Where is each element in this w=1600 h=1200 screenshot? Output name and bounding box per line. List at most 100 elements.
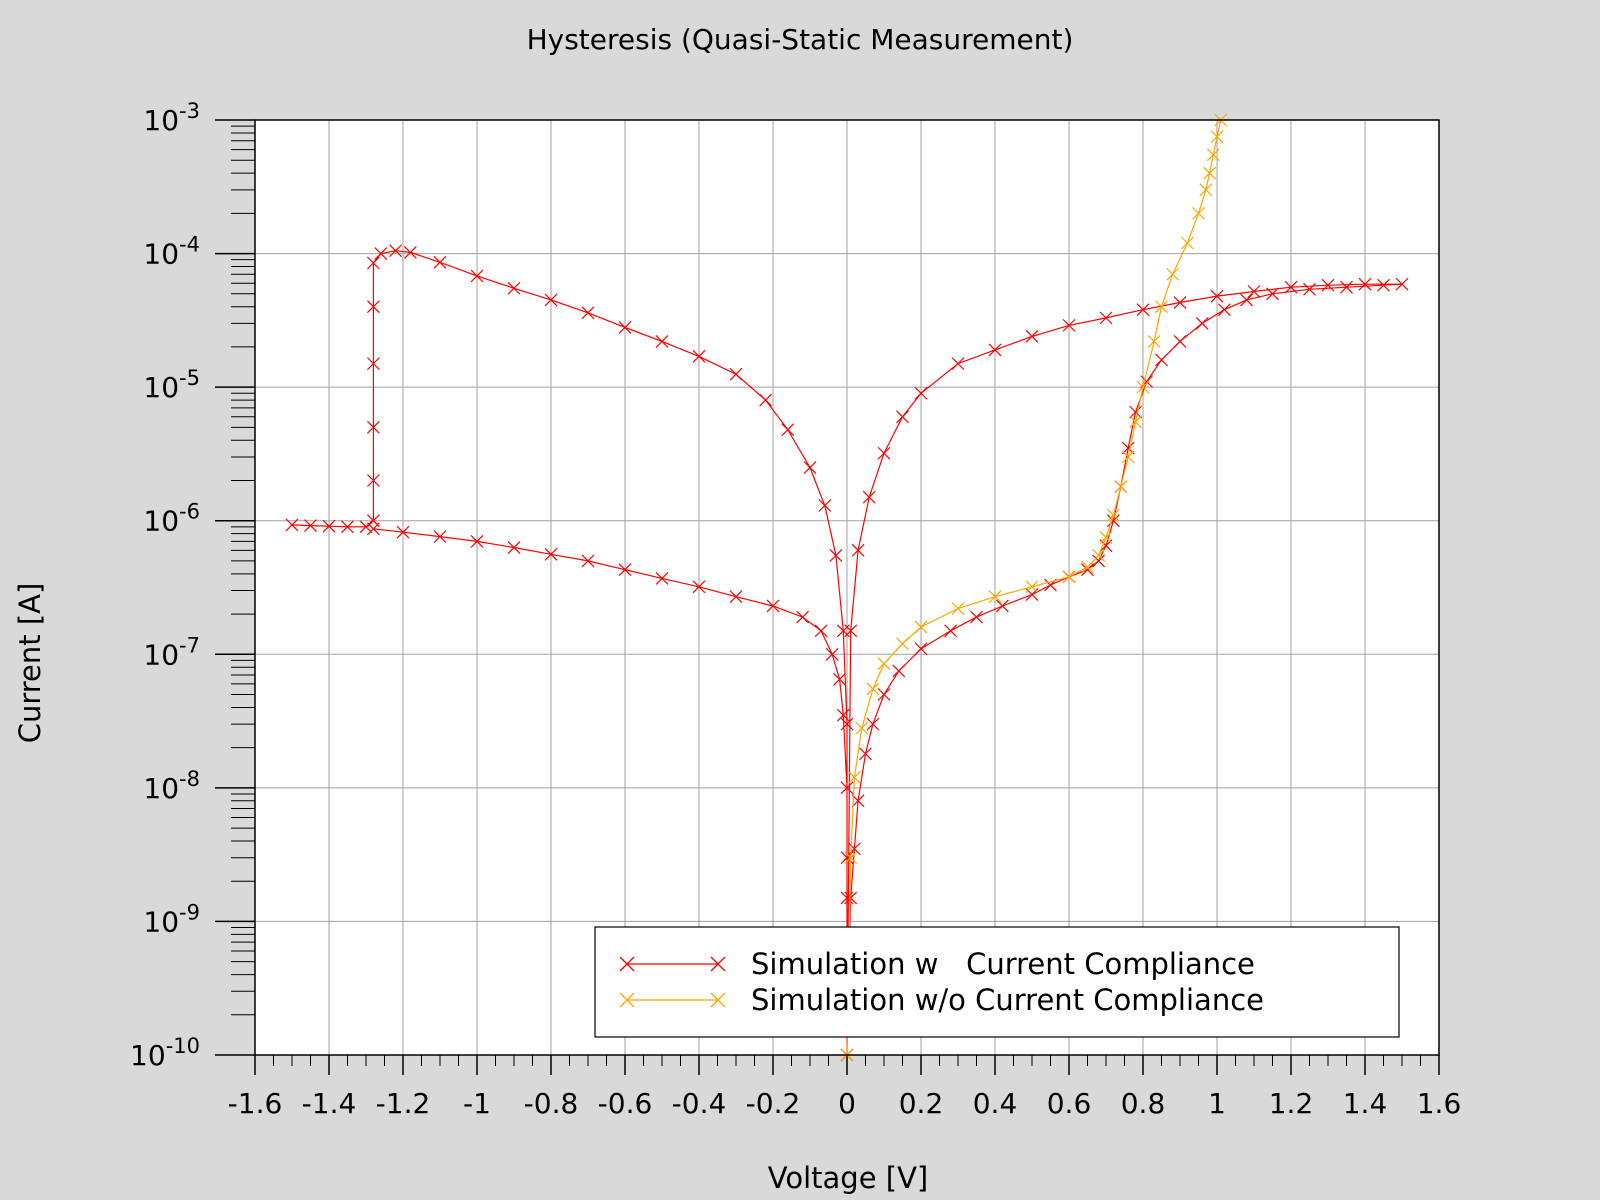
legend-label-series-2: Simulation w/o Current Compliance xyxy=(751,983,1264,1017)
x-tick-label: -1.6 xyxy=(228,1087,283,1120)
data-point-marker xyxy=(1192,206,1205,220)
data-point-marker xyxy=(1203,166,1217,180)
data-point-marker xyxy=(766,599,780,613)
data-point-marker xyxy=(1099,311,1113,325)
data-point-marker xyxy=(995,599,1009,613)
data-point-marker xyxy=(1247,285,1261,298)
data-point-marker xyxy=(877,688,891,701)
y-tick-label: 10-3 xyxy=(143,99,200,137)
y-tick-base: 10 xyxy=(143,371,179,404)
data-point-marker xyxy=(877,657,891,671)
data-point-marker xyxy=(470,534,484,548)
data-point-marker xyxy=(840,717,854,731)
y-tick-base: 10 xyxy=(143,505,179,538)
data-point-marker xyxy=(988,343,1002,357)
x-tick-labels: -1.6 -1.4 -1.2 -1 -0.8 -0.6 -0.4 -0.2 0 0.2 0.4 0.6… xyxy=(228,1087,1462,1120)
x-tick-label: 0.2 xyxy=(899,1087,944,1120)
x-tick-label: -0.4 xyxy=(672,1087,727,1120)
data-point-marker xyxy=(1140,375,1154,389)
series-2 xyxy=(840,113,1228,1062)
x-tick-label: 0.6 xyxy=(1047,1087,1092,1120)
data-point-marker xyxy=(814,624,828,638)
data-point-marker xyxy=(1340,280,1353,294)
data-point-marker xyxy=(944,624,958,638)
data-point-marker xyxy=(433,530,447,544)
data-point-marker xyxy=(1092,554,1106,568)
data-point-marker xyxy=(729,367,743,381)
data-point-marker xyxy=(1266,287,1279,301)
x-tick-label: -1 xyxy=(463,1087,491,1120)
y-tick-labels: 10-310-410-510-610-710-810-910-10 xyxy=(130,99,200,1072)
data-point-marker xyxy=(914,386,928,400)
data-point-marker xyxy=(844,624,858,638)
data-point-marker xyxy=(836,708,850,722)
data-point-marker xyxy=(396,525,410,539)
data-point-marker xyxy=(781,423,795,437)
data-point-marker xyxy=(1121,441,1135,455)
data-point-marker xyxy=(1377,278,1390,292)
minor-ticks xyxy=(215,119,1440,1075)
data-point-marker xyxy=(1114,480,1128,494)
x-tick-label: 1 xyxy=(1208,1087,1226,1120)
data-point-marker xyxy=(366,256,380,270)
y-tick-exponent: -4 xyxy=(179,233,200,257)
data-point-marker xyxy=(914,642,928,656)
data-point-marker xyxy=(1106,508,1120,522)
data-point-marker xyxy=(581,306,595,320)
data-point-marker xyxy=(866,682,880,696)
data-point-marker xyxy=(796,610,810,624)
data-point-marker xyxy=(829,548,843,562)
data-point-marker xyxy=(655,571,669,585)
x-tick-label: 0 xyxy=(838,1087,856,1120)
data-point-marker xyxy=(892,664,906,678)
data-point-marker xyxy=(322,519,336,533)
y-tick-label: 10-4 xyxy=(143,233,200,271)
data-point-marker xyxy=(544,293,558,307)
y-tick-exponent: -3 xyxy=(179,99,200,123)
data-point-marker xyxy=(840,891,854,905)
data-point-marker xyxy=(1180,236,1194,250)
data-point-marker xyxy=(1136,380,1150,394)
y-tick-exponent: -10 xyxy=(166,1034,200,1058)
data-point-marker xyxy=(844,851,858,865)
data-point-marker xyxy=(1358,277,1372,291)
data-point-marker xyxy=(618,320,632,334)
data-point-marker xyxy=(366,522,380,536)
data-point-marker xyxy=(951,602,965,615)
x-tick-label: 1.6 xyxy=(1417,1087,1462,1120)
data-point-marker xyxy=(1303,282,1316,296)
data-point-marker xyxy=(1129,415,1143,429)
x-axis-title: Voltage [V] xyxy=(768,1161,928,1195)
y-tick-base: 10 xyxy=(130,1039,166,1072)
data-point-marker xyxy=(544,547,558,561)
data-point-marker xyxy=(507,541,521,554)
data-point-marker xyxy=(655,334,669,348)
data-point-marker xyxy=(581,554,595,568)
data-point-marker xyxy=(866,717,880,731)
data-point-marker xyxy=(1173,334,1187,348)
data-point-marker xyxy=(859,747,872,761)
data-point-marker xyxy=(914,620,928,634)
y-tick-label: 10-10 xyxy=(130,1034,200,1072)
data-point-marker xyxy=(304,519,317,532)
y-tick-label: 10-8 xyxy=(143,767,200,805)
data-point-marker xyxy=(692,580,706,594)
data-point-marker xyxy=(896,410,909,424)
data-point-marker xyxy=(366,300,380,314)
data-point-marker xyxy=(759,393,773,407)
x-tick-label: -0.8 xyxy=(524,1087,579,1120)
y-tick-exponent: -6 xyxy=(179,500,200,524)
data-point-marker xyxy=(1092,548,1106,562)
y-tick-base: 10 xyxy=(143,905,179,938)
data-point-marker xyxy=(374,247,388,260)
data-point-marker xyxy=(389,244,403,258)
y-tick-label: 10-7 xyxy=(143,633,200,671)
data-point-marker xyxy=(803,461,817,474)
data-point-marker xyxy=(847,770,861,784)
data-point-marker xyxy=(1081,563,1094,577)
data-point-marker xyxy=(1284,280,1298,294)
data-point-marker xyxy=(970,610,983,624)
data-point-marker xyxy=(366,474,380,487)
data-point-marker xyxy=(844,891,858,905)
data-point-marker xyxy=(1395,277,1409,291)
